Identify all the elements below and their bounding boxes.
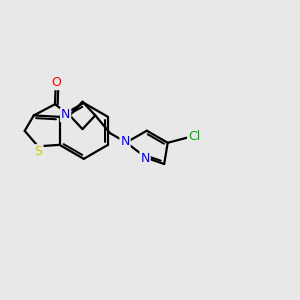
Text: N: N <box>140 152 150 165</box>
Text: Cl: Cl <box>188 130 200 143</box>
Text: N: N <box>61 108 70 121</box>
Text: N: N <box>120 135 130 148</box>
Text: O: O <box>52 76 61 89</box>
Text: S: S <box>34 145 43 158</box>
